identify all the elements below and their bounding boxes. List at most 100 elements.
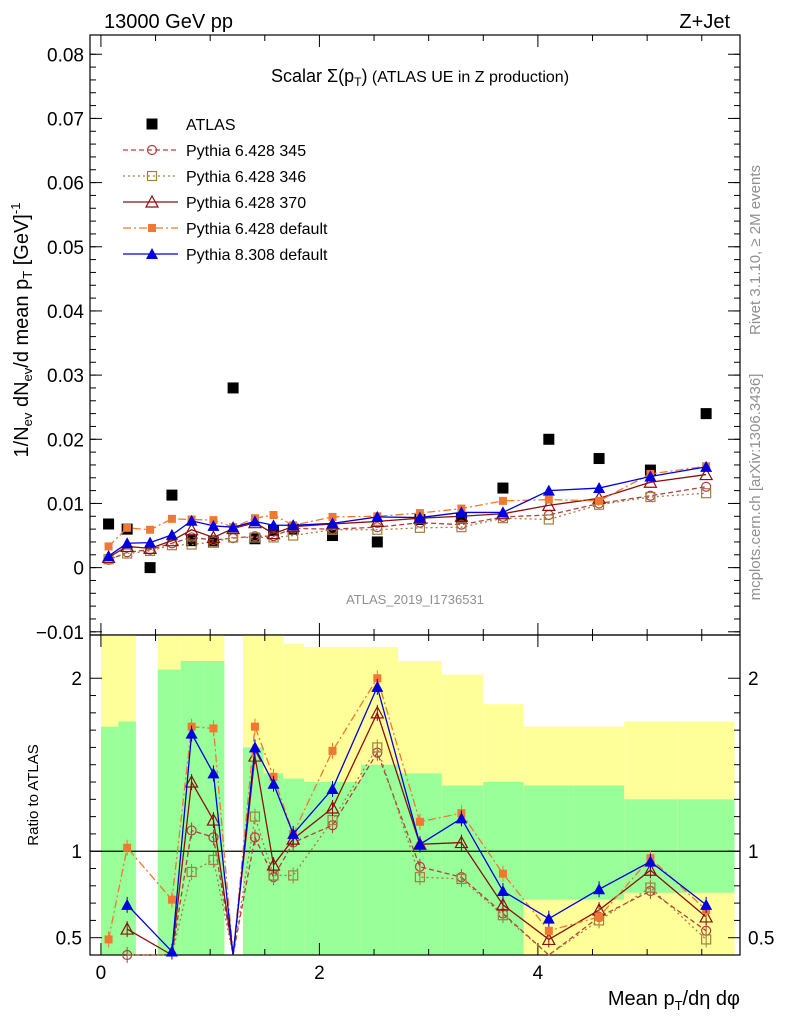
legend-item: Pythia 6.428 default [123, 221, 328, 238]
data-point [143, 541, 158, 554]
data-point [497, 482, 509, 494]
ratio-point [167, 895, 176, 904]
ratio-point [456, 873, 467, 884]
energy-label: 13000 GeV pp [104, 11, 233, 33]
data-point [249, 533, 261, 545]
ratio-point [541, 932, 556, 946]
x-tick-label: 2 [314, 963, 325, 984]
ratio-point [325, 800, 340, 814]
legend-marker [148, 224, 156, 232]
data-point [413, 511, 426, 523]
y-tick-label: 0.03 [47, 366, 84, 387]
data-point [593, 482, 606, 494]
data-point [227, 521, 240, 533]
main-panel: −0.01 0 0.01 0.02 0.03 0.04 0.05 0.06 0.07 0.08 [36, 34, 741, 644]
ratio-point [186, 825, 197, 836]
x-tick-label: 0 [96, 963, 107, 984]
data-point [328, 512, 337, 521]
ratio-point [328, 746, 337, 755]
data-point [372, 524, 383, 535]
green-band [360, 764, 399, 955]
process-label: Z+Jet [679, 11, 730, 33]
ratio-point [206, 812, 221, 826]
data-point [164, 533, 179, 547]
ratio-point [544, 926, 553, 935]
data-point [542, 484, 555, 496]
data-point [186, 539, 197, 550]
x-axis-label: Mean pT/dη dφ [608, 988, 740, 1013]
data-point [249, 532, 261, 543]
data-point [121, 537, 134, 549]
legend-label: ATLAS [186, 117, 236, 134]
series-line [108, 486, 707, 561]
ratio-point [644, 855, 657, 867]
legend-marker [146, 118, 158, 130]
ratio-point [207, 767, 220, 779]
legend-item: Pythia 6.428 370 [123, 194, 306, 212]
legend-item: Pythia 6.428 346 [123, 169, 306, 186]
ratio-point [414, 872, 426, 883]
series-line [108, 466, 707, 557]
ratio-point [455, 812, 468, 824]
ratio-point [249, 832, 261, 843]
legend-label: Pythia 6.428 345 [186, 143, 306, 160]
ratio-point [267, 777, 280, 789]
ratio-tick-label-right: 0.5 [748, 929, 774, 950]
ratio-point [249, 811, 261, 822]
ratio-point [413, 838, 426, 850]
ratio-point [120, 921, 135, 935]
data-point [645, 491, 656, 503]
data-point [248, 515, 261, 527]
ratio-point [542, 912, 555, 924]
data-point [643, 475, 658, 488]
data-point [123, 523, 132, 532]
green-band [180, 660, 204, 955]
ratio-point [121, 898, 134, 910]
chart-title: Scalar Σ(pT) (ATLAS UE in Z production) [271, 66, 569, 89]
data-point [455, 512, 467, 524]
ratio-tick-label: 0.5 [56, 929, 82, 950]
ratio-point [184, 774, 199, 788]
legend-item: Pythia 6.428 345 [123, 143, 306, 160]
data-point [371, 536, 383, 548]
x-tick-label: 4 [533, 963, 544, 984]
data-point [287, 519, 300, 531]
data-point [122, 548, 133, 559]
data-point [700, 408, 712, 420]
data-point [326, 517, 339, 529]
rivet-label: Rivet 3.1.10, ≥ 2M events [747, 165, 764, 335]
data-point [371, 510, 384, 522]
ratio-point [643, 862, 658, 876]
ratio-point [371, 680, 384, 692]
legend-label: Pythia 6.428 346 [186, 169, 306, 186]
ratio-point [495, 897, 510, 911]
y-tick-label: 0.05 [47, 238, 84, 259]
ratio-panel: 0 2 4 0.5 0.5 1 1 2 2 [56, 634, 774, 984]
series-0 [103, 382, 712, 574]
ratio-point [326, 782, 339, 794]
legend-marker [146, 248, 158, 259]
ratio-point [700, 898, 713, 910]
ratio-tick-label-right: 1 [748, 842, 759, 863]
ratio-tick-label-right: 2 [748, 669, 759, 690]
ratio-ylabel: Ratio to ATLAS [25, 744, 42, 845]
ratio-tick-label: 1 [71, 842, 82, 863]
legend-label: Pythia 6.428 default [186, 221, 328, 238]
ratio-line [127, 751, 707, 956]
ratio-point [208, 854, 219, 865]
series-line [108, 492, 707, 560]
ratio-point [498, 869, 507, 878]
ratio-line [107, 676, 707, 956]
green-band [100, 726, 119, 955]
y-tick-label: 0.07 [47, 109, 84, 130]
y-tick-label: 0.04 [47, 302, 84, 323]
ratio-point [645, 882, 656, 893]
ratio-point [373, 674, 382, 683]
ratio-point [209, 724, 218, 733]
data-point [186, 535, 198, 547]
data-point [144, 562, 156, 574]
data-point [185, 514, 198, 526]
data-point [102, 550, 115, 562]
series-line [108, 473, 707, 558]
data-point [104, 542, 113, 551]
